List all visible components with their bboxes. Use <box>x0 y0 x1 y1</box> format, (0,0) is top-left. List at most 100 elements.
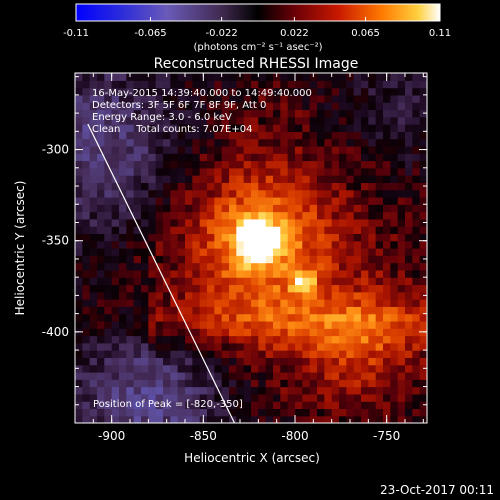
heatmap-cell <box>412 124 421 132</box>
heatmap-cell <box>104 109 113 118</box>
heatmap-cell <box>148 350 157 358</box>
heatmap-cell <box>405 255 413 264</box>
heatmap-cell <box>163 262 171 271</box>
heatmap-cell <box>82 415 91 423</box>
heatmap-cell <box>280 116 289 125</box>
heatmap-cell <box>111 262 120 271</box>
heatmap-cell <box>258 335 267 344</box>
heatmap-cell <box>309 306 318 315</box>
heatmap-cell <box>412 102 421 111</box>
heatmap-cell <box>82 153 91 162</box>
heatmap-cell <box>302 196 311 205</box>
heatmap-cell <box>199 386 208 395</box>
heatmap-cell <box>375 218 384 227</box>
heatmap-cell <box>104 167 113 176</box>
heatmap-cell <box>317 153 325 162</box>
heatmap-cell <box>141 87 149 96</box>
heatmap-cell <box>148 138 157 147</box>
heatmap-cell <box>243 189 252 198</box>
heatmap-cell <box>177 240 186 249</box>
heatmap-cell <box>251 379 259 388</box>
heatmap-cell <box>346 335 355 344</box>
heatmap-cell <box>185 233 193 242</box>
heatmap-cell <box>163 233 171 242</box>
heatmap-cell <box>141 335 149 344</box>
heatmap-cell <box>353 226 362 235</box>
heatmap-cell <box>119 240 127 249</box>
heatmap-cell <box>104 306 113 315</box>
heatmap-cell <box>324 211 333 220</box>
heatmap-cell <box>243 313 252 322</box>
heatmap-cell <box>111 335 120 344</box>
heatmap-cell <box>192 80 201 89</box>
heatmap-cell <box>126 145 135 154</box>
heatmap-cell <box>419 167 427 176</box>
heatmap-cell <box>207 102 215 111</box>
heatmap-cell <box>353 175 362 183</box>
heatmap-cell <box>419 284 427 293</box>
heatmap-cell <box>251 94 259 103</box>
heatmap-cell <box>397 182 406 191</box>
heatmap-cell <box>273 357 281 366</box>
heatmap-cell <box>133 313 142 322</box>
heatmap-cell <box>353 386 362 395</box>
heatmap-cell <box>251 313 259 322</box>
heatmap-cell <box>199 109 208 118</box>
heatmap-cell <box>361 167 369 176</box>
heatmap-cell <box>170 379 179 388</box>
heatmap-cell <box>375 211 384 220</box>
heatmap-cell <box>104 393 113 402</box>
heatmap-cell <box>280 415 289 423</box>
heatmap-cell <box>207 226 215 235</box>
heatmap-cell <box>258 328 267 337</box>
heatmap-cell <box>390 306 399 315</box>
heatmap-cell <box>317 204 325 213</box>
heatmap-cell <box>221 167 230 176</box>
heatmap-cell <box>229 306 237 315</box>
heatmap-cell <box>126 80 135 89</box>
heatmap-cell <box>397 153 406 162</box>
heatmap-cell <box>243 291 252 300</box>
heatmap-cell <box>353 262 362 271</box>
heatmap-cell <box>405 415 413 423</box>
heatmap-cell <box>280 189 289 198</box>
heatmap-cell <box>170 371 179 380</box>
heatmap-cell <box>119 204 127 213</box>
heatmap-cell <box>397 335 406 344</box>
heatmap-cell <box>199 291 208 300</box>
heatmap-cell <box>229 328 237 337</box>
heatmap-cell <box>192 189 201 198</box>
heatmap-cell <box>361 386 369 395</box>
heatmap-cell <box>346 364 355 373</box>
heatmap-cell <box>163 350 171 358</box>
heatmap-cell <box>148 386 157 395</box>
heatmap-cell <box>119 335 127 344</box>
heatmap-cell <box>324 124 333 132</box>
heatmap-cell <box>133 226 142 235</box>
heatmap-cell <box>368 153 377 162</box>
heatmap-cell <box>405 94 413 103</box>
heatmap-cell <box>361 196 369 205</box>
heatmap-cell <box>405 328 413 337</box>
heatmap-cell <box>273 116 281 125</box>
heatmap-cell <box>390 262 399 271</box>
heatmap-cell <box>390 342 399 351</box>
heatmap-cell <box>302 240 311 249</box>
heatmap-cell <box>302 357 311 366</box>
heatmap-cell <box>302 211 311 220</box>
heatmap-cell <box>317 189 325 198</box>
heatmap-cell <box>258 182 267 191</box>
heatmap-cell <box>236 371 245 380</box>
heatmap-cell <box>309 182 318 191</box>
heatmap-cell <box>82 124 91 132</box>
heatmap-cell <box>111 102 120 111</box>
heatmap-cell <box>419 138 427 147</box>
heatmap-cell <box>199 335 208 344</box>
heatmap-cell <box>258 313 267 322</box>
heatmap-cell <box>317 291 325 300</box>
heatmap-cell <box>405 393 413 402</box>
heatmap-cell <box>405 102 413 111</box>
heatmap-cell <box>243 145 252 154</box>
heatmap-cell <box>119 211 127 220</box>
heatmap-cell <box>126 306 135 315</box>
